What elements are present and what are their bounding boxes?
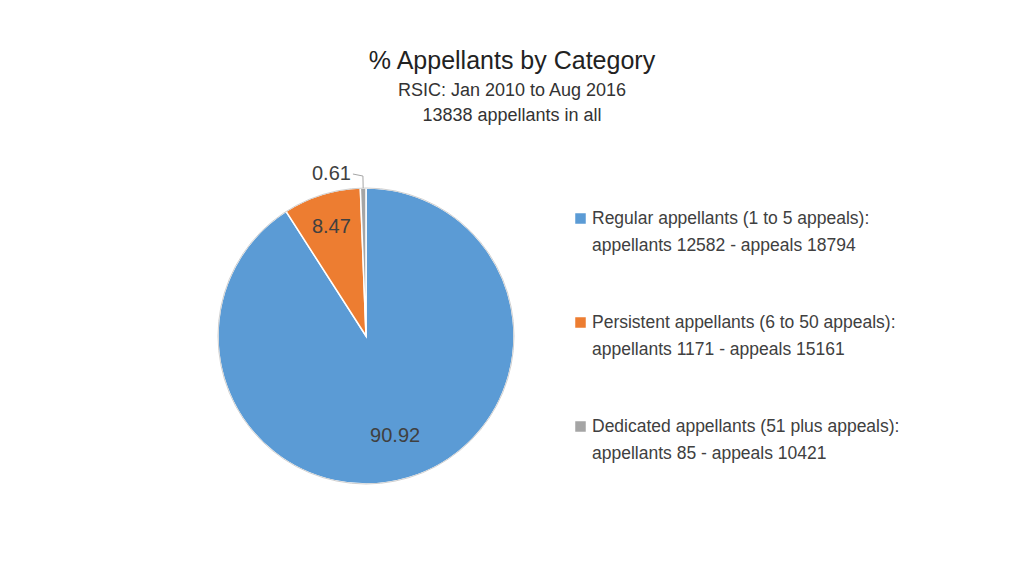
pie	[218, 188, 514, 484]
legend-line: Dedicated appellants (51 plus appeals):	[592, 416, 899, 436]
pie-slice	[360, 188, 366, 336]
pie-outline	[218, 188, 514, 484]
data-label: 8.47	[312, 215, 351, 237]
subtitle: 13838 appellants in all	[422, 105, 601, 125]
legend-label: Persistent appellants (6 to 50 appeals):…	[592, 312, 896, 359]
legend-swatch	[575, 213, 586, 224]
legend-line: appellants 12582 - appeals 18794	[592, 235, 856, 255]
legend-line: appellants 85 - appeals 10421	[592, 443, 827, 463]
legend-label: Regular appellants (1 to 5 appeals): appe…	[592, 208, 869, 255]
pie-slice	[286, 188, 366, 336]
legend-line: Regular appellants (1 to 5 appeals):	[592, 208, 869, 228]
data-label: 0.61	[312, 162, 351, 184]
pie-slice	[218, 188, 514, 484]
chart: % Appellants by Category RSIC: Jan 2010 t…	[0, 0, 1024, 576]
title: % Appellants by Category	[369, 46, 656, 74]
legend: Regular appellants (1 to 5 appeals): appe…	[575, 208, 899, 463]
data-label: 90.92	[370, 424, 420, 446]
leader-line	[353, 174, 363, 188]
legend-swatch	[575, 317, 586, 328]
legend-label: Dedicated appellants (51 plus appeals): a…	[592, 416, 899, 463]
legend-line: Persistent appellants (6 to 50 appeals):	[592, 312, 896, 332]
data-labels: 90.92 8.47 0.61	[312, 162, 420, 446]
legend-swatch	[575, 421, 586, 432]
legend-line: appellants 1171 - appeals 15161	[592, 339, 845, 359]
subtitle: RSIC: Jan 2010 to Aug 2016	[398, 80, 626, 100]
